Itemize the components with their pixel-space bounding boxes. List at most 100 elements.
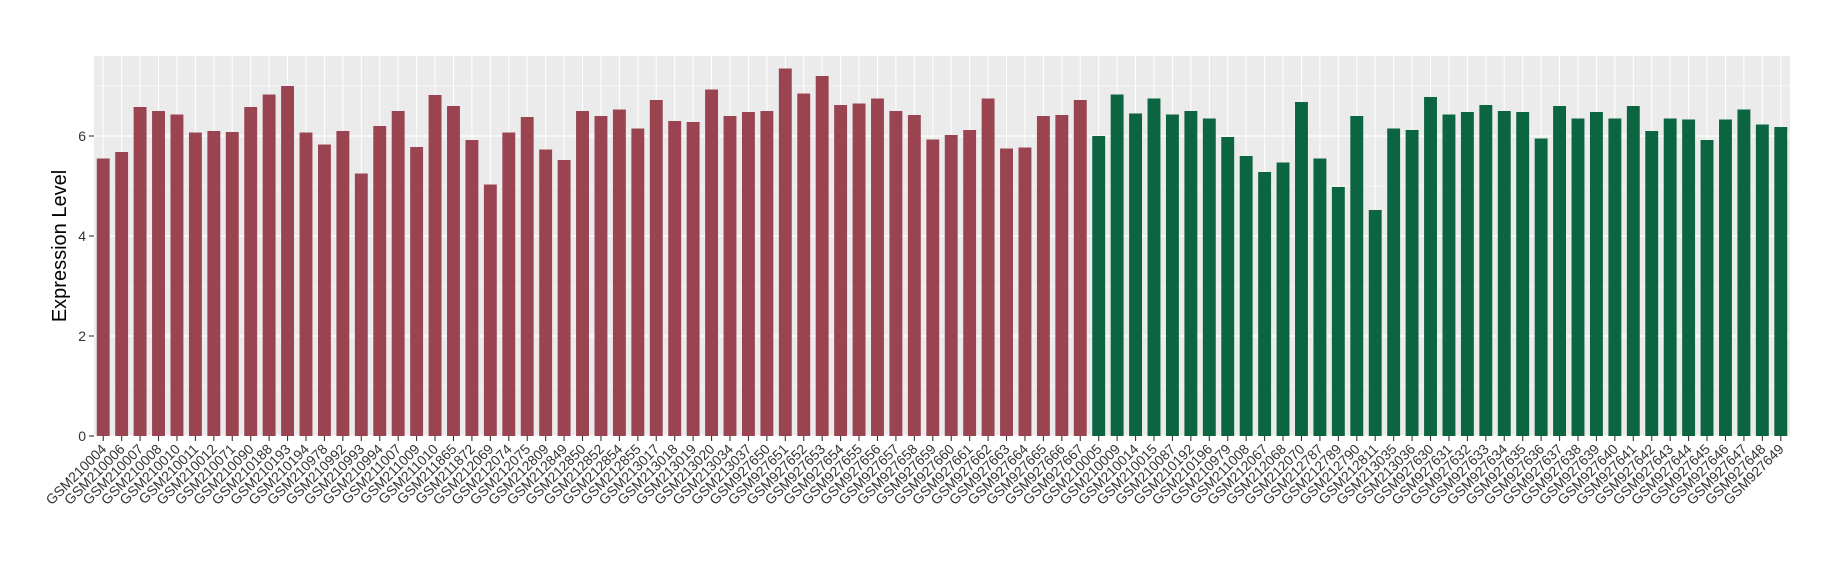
bar: [1442, 114, 1456, 436]
bar: [115, 152, 129, 436]
bar: [317, 144, 331, 436]
bar: [1737, 109, 1751, 436]
bar: [1258, 172, 1272, 436]
bar: [1018, 147, 1032, 436]
bar: [1571, 118, 1585, 436]
y-axis: 0 2 4 6: [78, 128, 94, 444]
bar: [1110, 94, 1124, 436]
bar: [944, 135, 958, 436]
bar: [1313, 158, 1327, 436]
bar: [631, 128, 645, 436]
bar: [1682, 119, 1696, 436]
bar: [170, 114, 184, 436]
bar: [299, 132, 313, 436]
bar: [1147, 98, 1161, 436]
bar: [391, 111, 405, 436]
bar: [1092, 136, 1106, 436]
bar: [539, 149, 553, 436]
bar: [1553, 106, 1567, 436]
bar: [465, 140, 479, 436]
bar: [1036, 116, 1050, 436]
bar: [502, 132, 516, 436]
bar: [1534, 138, 1548, 436]
bar: [778, 68, 792, 436]
bar: [649, 100, 663, 436]
bar: [354, 173, 368, 436]
y-axis-title: Expression Level: [49, 170, 71, 322]
bar: [133, 107, 147, 436]
bar: [1405, 130, 1419, 436]
bar: [1608, 118, 1622, 436]
bar: [1700, 140, 1714, 436]
bar: [1516, 112, 1530, 436]
bar: [1073, 100, 1087, 436]
bar: [815, 76, 829, 436]
bar: [1424, 97, 1437, 436]
y-tick-label: 4: [78, 228, 86, 244]
bar: [1479, 105, 1493, 436]
x-axis: GSM210004GSM210006GSM210007GSM210008GSM2…: [42, 436, 1787, 508]
bar: [1350, 116, 1364, 436]
bar: [889, 111, 903, 436]
bar: [483, 184, 497, 436]
bars-group: [96, 68, 1788, 436]
bar: [705, 89, 719, 436]
bar: [1589, 112, 1603, 436]
bar: [207, 131, 221, 436]
bar: [834, 105, 848, 436]
bar: [96, 158, 110, 436]
bar: [1387, 128, 1401, 436]
bar: [668, 121, 682, 436]
bar: [1460, 112, 1474, 436]
bar: [428, 95, 442, 436]
bar: [1663, 118, 1677, 436]
y-tick-label: 2: [78, 328, 86, 344]
bar: [1774, 127, 1788, 436]
bar: [852, 103, 866, 436]
bar: [373, 126, 387, 436]
bar: [520, 117, 534, 436]
bar: [281, 86, 295, 436]
bar: [152, 111, 165, 436]
bar: [1331, 187, 1345, 436]
bar: [871, 98, 884, 436]
bar: [612, 109, 626, 436]
bar: [410, 147, 424, 436]
bar: [244, 107, 258, 436]
bar: [1239, 156, 1253, 436]
y-tick-label: 0: [78, 428, 86, 444]
bar: [1202, 118, 1216, 436]
bar: [225, 132, 239, 436]
bar: [188, 132, 202, 436]
bar: [336, 131, 350, 436]
bar: [907, 115, 921, 436]
bar: [1000, 148, 1013, 436]
bar: [1184, 111, 1198, 436]
bar: [1165, 114, 1179, 436]
bar: [1295, 102, 1308, 436]
bar: [981, 98, 995, 436]
bar: [576, 111, 589, 436]
bar: [262, 94, 276, 436]
bar: [1221, 137, 1235, 436]
bar: [1129, 113, 1143, 436]
bar: [1719, 119, 1732, 436]
bar: [1755, 124, 1769, 436]
bar: [926, 139, 940, 436]
bar: [797, 93, 811, 436]
bar: [760, 111, 774, 436]
bar: [1497, 111, 1511, 436]
y-tick-label: 6: [78, 128, 86, 144]
bar: [1645, 131, 1659, 436]
bar: [447, 106, 460, 436]
bar: [1368, 210, 1382, 436]
bar: [686, 122, 700, 436]
bar: [1276, 162, 1290, 436]
bar: [741, 112, 755, 436]
bar: [557, 160, 571, 436]
bar: [594, 116, 608, 436]
bar: [1055, 115, 1069, 436]
bar: [723, 116, 737, 436]
bar: [963, 130, 977, 436]
